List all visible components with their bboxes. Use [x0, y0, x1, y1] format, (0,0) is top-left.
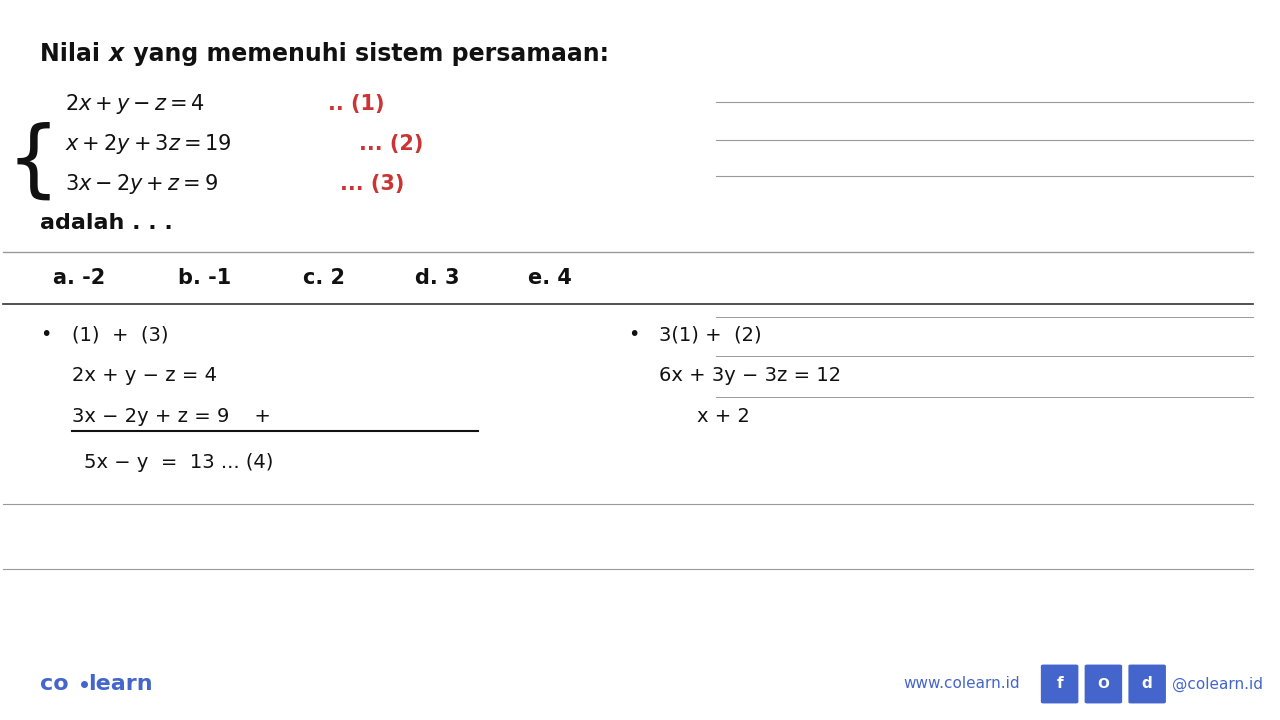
Text: ... (3): ... (3): [340, 174, 404, 194]
Text: {: {: [6, 122, 59, 202]
Text: •: •: [40, 325, 51, 344]
FancyBboxPatch shape: [1129, 665, 1166, 703]
Text: $3x - 2y + z = 9$: $3x - 2y + z = 9$: [65, 171, 219, 196]
Text: co: co: [40, 674, 69, 694]
Text: .. (1): .. (1): [328, 94, 384, 114]
Text: $2x + y - z = 4$: $2x + y - z = 4$: [65, 92, 205, 117]
Text: www.colearn.id: www.colearn.id: [904, 677, 1020, 691]
FancyBboxPatch shape: [1041, 665, 1078, 703]
Text: a. -2: a. -2: [52, 268, 105, 288]
Text: 3(1) +  (2): 3(1) + (2): [659, 325, 762, 344]
Text: e. 4: e. 4: [529, 268, 572, 288]
Text: @colearn.id: @colearn.id: [1172, 676, 1263, 692]
Text: x: x: [109, 42, 124, 66]
Text: 6x + 3y − 3z = 12: 6x + 3y − 3z = 12: [659, 366, 841, 385]
Text: (1)  +  (3): (1) + (3): [72, 325, 168, 344]
Text: $x + 2y + 3z = 19$: $x + 2y + 3z = 19$: [65, 132, 232, 156]
Text: 3x − 2y + z = 9    +: 3x − 2y + z = 9 +: [72, 407, 270, 426]
Text: Nilai: Nilai: [40, 42, 109, 66]
Text: learn: learn: [88, 674, 152, 694]
Text: 5x − y  =  13 ... (4): 5x − y = 13 ... (4): [84, 453, 274, 472]
FancyBboxPatch shape: [1084, 665, 1123, 703]
Text: x + 2: x + 2: [696, 407, 750, 426]
Text: b. -1: b. -1: [178, 268, 232, 288]
Text: 2x + y − z = 4: 2x + y − z = 4: [72, 366, 216, 385]
Text: d. 3: d. 3: [416, 268, 460, 288]
Text: O: O: [1097, 677, 1110, 691]
Text: adalah . . .: adalah . . .: [40, 213, 173, 233]
Text: c. 2: c. 2: [303, 268, 344, 288]
Text: d: d: [1142, 677, 1152, 691]
Text: yang memenuhi sistem persamaan:: yang memenuhi sistem persamaan:: [125, 42, 609, 66]
Text: f: f: [1056, 677, 1062, 691]
Text: •: •: [628, 325, 640, 344]
Text: ... (2): ... (2): [360, 134, 424, 154]
